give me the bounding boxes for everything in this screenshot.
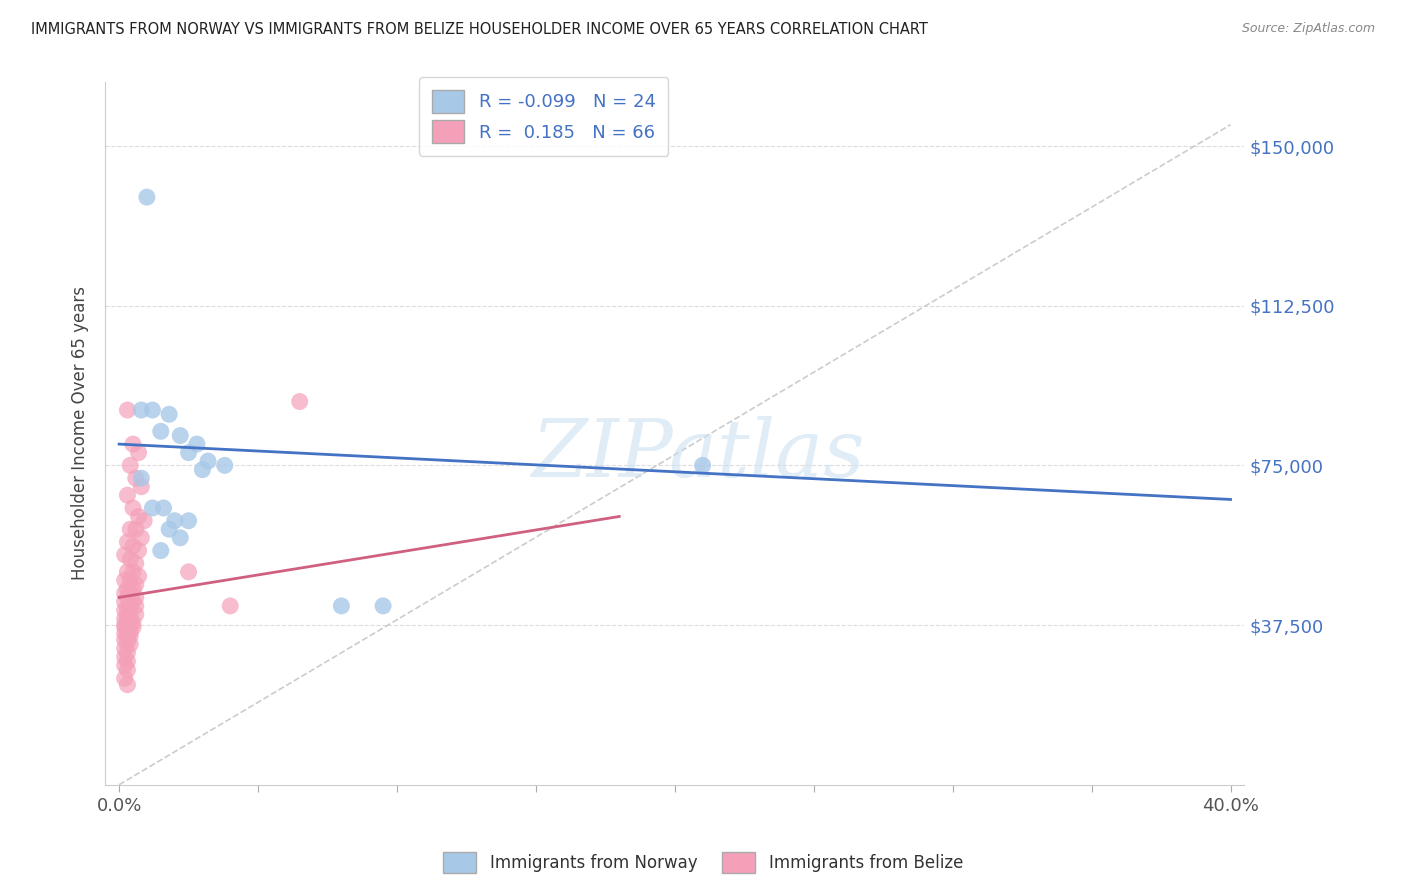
Point bbox=[131, 403, 153, 417]
Point bbox=[288, 394, 311, 409]
Point bbox=[132, 514, 155, 528]
Point bbox=[114, 603, 136, 617]
Point bbox=[114, 650, 136, 665]
Point bbox=[141, 500, 163, 515]
Point bbox=[128, 509, 150, 524]
Point bbox=[125, 599, 148, 613]
Point bbox=[117, 635, 139, 649]
Point bbox=[125, 577, 148, 591]
Point bbox=[117, 618, 139, 632]
Point bbox=[114, 658, 136, 673]
Point bbox=[191, 463, 214, 477]
Point bbox=[117, 535, 139, 549]
Point bbox=[125, 557, 148, 571]
Text: ZIPatlas: ZIPatlas bbox=[531, 416, 865, 493]
Point bbox=[114, 594, 136, 608]
Text: IMMIGRANTS FROM NORWAY VS IMMIGRANTS FROM BELIZE HOUSEHOLDER INCOME OVER 65 YEAR: IMMIGRANTS FROM NORWAY VS IMMIGRANTS FRO… bbox=[31, 22, 928, 37]
Point bbox=[114, 632, 136, 647]
Point bbox=[131, 480, 153, 494]
Text: Source: ZipAtlas.com: Source: ZipAtlas.com bbox=[1241, 22, 1375, 36]
Point bbox=[117, 403, 139, 417]
Point bbox=[169, 428, 191, 442]
Point bbox=[186, 437, 208, 451]
Point bbox=[120, 607, 142, 622]
Point bbox=[117, 646, 139, 660]
Point bbox=[692, 458, 714, 473]
Point bbox=[117, 603, 139, 617]
Point bbox=[122, 620, 145, 634]
Point bbox=[114, 618, 136, 632]
Point bbox=[128, 543, 150, 558]
Point bbox=[120, 624, 142, 639]
Point bbox=[114, 641, 136, 656]
Point bbox=[122, 539, 145, 553]
Point bbox=[157, 522, 180, 536]
Point bbox=[122, 582, 145, 596]
Point bbox=[114, 620, 136, 634]
Point bbox=[125, 522, 148, 536]
Point bbox=[177, 445, 200, 459]
Legend: Immigrants from Norway, Immigrants from Belize: Immigrants from Norway, Immigrants from … bbox=[436, 846, 970, 880]
Point bbox=[122, 615, 145, 630]
Point bbox=[120, 552, 142, 566]
Point bbox=[120, 522, 142, 536]
Point bbox=[117, 678, 139, 692]
Point bbox=[117, 629, 139, 643]
Point bbox=[114, 671, 136, 685]
Point bbox=[131, 471, 153, 485]
Point bbox=[114, 586, 136, 600]
Point bbox=[120, 629, 142, 643]
Point bbox=[117, 591, 139, 605]
Point bbox=[141, 403, 163, 417]
Point bbox=[114, 612, 136, 626]
Point bbox=[219, 599, 242, 613]
Point bbox=[122, 565, 145, 579]
Legend: R = -0.099   N = 24, R =  0.185   N = 66: R = -0.099 N = 24, R = 0.185 N = 66 bbox=[419, 77, 668, 156]
Point bbox=[197, 454, 219, 468]
Point bbox=[117, 624, 139, 639]
Point bbox=[122, 594, 145, 608]
Point bbox=[117, 488, 139, 502]
Point bbox=[169, 531, 191, 545]
Point bbox=[114, 548, 136, 562]
Point bbox=[131, 531, 153, 545]
Point bbox=[152, 500, 174, 515]
Point bbox=[120, 637, 142, 651]
Point bbox=[371, 599, 394, 613]
Point bbox=[117, 612, 139, 626]
Point bbox=[117, 582, 139, 596]
Point bbox=[128, 445, 150, 459]
Point bbox=[149, 425, 172, 439]
Point bbox=[135, 190, 157, 204]
Point bbox=[114, 626, 136, 640]
Point bbox=[330, 599, 353, 613]
Y-axis label: Householder Income Over 65 years: Householder Income Over 65 years bbox=[72, 286, 89, 581]
Point bbox=[163, 514, 186, 528]
Point bbox=[120, 599, 142, 613]
Point bbox=[117, 663, 139, 677]
Point bbox=[120, 574, 142, 588]
Point bbox=[157, 407, 180, 421]
Point bbox=[177, 514, 200, 528]
Point bbox=[120, 586, 142, 600]
Point bbox=[120, 615, 142, 630]
Point bbox=[125, 471, 148, 485]
Point bbox=[122, 437, 145, 451]
Point bbox=[117, 565, 139, 579]
Point bbox=[149, 543, 172, 558]
Point bbox=[117, 654, 139, 668]
Point bbox=[128, 569, 150, 583]
Point bbox=[177, 565, 200, 579]
Point bbox=[120, 458, 142, 473]
Point bbox=[125, 607, 148, 622]
Point bbox=[125, 591, 148, 605]
Point bbox=[122, 500, 145, 515]
Point bbox=[214, 458, 236, 473]
Point bbox=[114, 574, 136, 588]
